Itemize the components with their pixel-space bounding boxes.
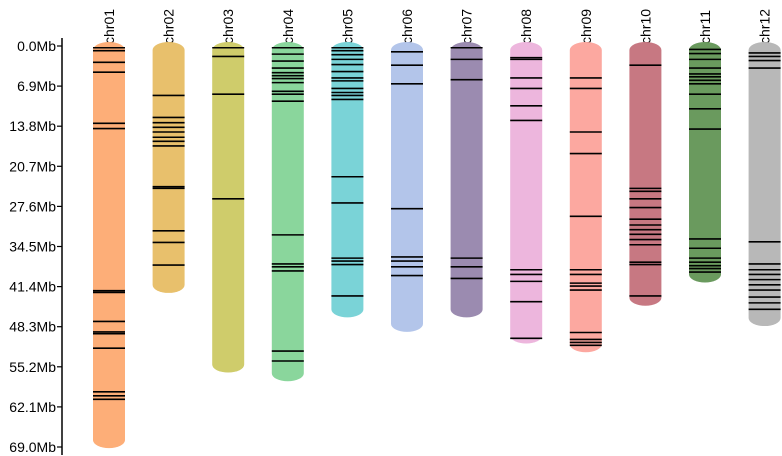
chromosome-chr03[interactable]: chr03 (212, 9, 245, 373)
chromosome-chr09[interactable]: chr09 (569, 9, 602, 353)
chromosome-chr01[interactable]: chr01 (93, 9, 125, 449)
chromosome-chr02[interactable]: chr02 (152, 9, 185, 293)
chromosome-chr11[interactable]: chr11 (689, 10, 721, 283)
chromosome-chr08[interactable]: chr08 (510, 9, 543, 344)
chromosome-bar (629, 42, 662, 306)
y-tick-label: 6.9Mb (17, 78, 56, 94)
y-tick-label: 41.4Mb (9, 279, 56, 295)
y-tick-label: 20.7Mb (9, 158, 56, 174)
chromosome-bar (510, 42, 543, 344)
chromosome-label: chr09 (578, 9, 594, 44)
chromosome-label: chr03 (220, 9, 236, 44)
chromosome-chr12[interactable]: chr12 (748, 9, 781, 327)
chromosome-bar (331, 42, 364, 318)
chromosome-chr06[interactable]: chr06 (391, 9, 423, 332)
chromosome-label: chr11 (697, 10, 713, 44)
y-tick-label: 34.5Mb (9, 239, 56, 255)
y-tick-label: 13.8Mb (9, 118, 56, 134)
y-tick-label: 69.0Mb (9, 439, 56, 455)
chromosome-bar (271, 42, 304, 382)
chromosome-label: chr06 (399, 9, 415, 44)
chromosome-label: chr04 (280, 9, 296, 44)
chromosome-label: chr05 (339, 9, 355, 44)
y-tick-label: 48.3Mb (9, 319, 56, 335)
chromosome-label: chr01 (101, 9, 117, 44)
chromosome-chr10[interactable]: chr10 (629, 9, 662, 306)
y-tick-label: 62.1Mb (9, 399, 56, 415)
y-tick-label: 55.2Mb (9, 359, 56, 375)
chromosome-label: chr12 (757, 9, 773, 44)
chromosome-bar (450, 42, 483, 318)
chromosomes: chr01 chr02 chr03 chr04 chr05 chr06 chr07 chr08… (93, 9, 781, 449)
y-axis: 0.0Mb 6.9Mb 13.8Mb 20.7Mb 27.6Mb 34.5Mb 41.4Mb… (9, 38, 63, 455)
chromosome-chr04[interactable]: chr04 (271, 9, 304, 382)
chromosome-chr05[interactable]: chr05 (331, 9, 364, 318)
y-tick-label: 0.0Mb (17, 38, 56, 54)
chromosome-bar (212, 42, 245, 373)
chromosome-label: chr07 (459, 9, 475, 44)
chromosome-bar (391, 42, 423, 332)
chromosome-label: chr08 (518, 9, 534, 44)
chromosome-bar (93, 42, 125, 449)
chromosome-label: chr10 (637, 9, 653, 44)
chromosome-bar (689, 42, 721, 283)
chromosome-label: chr02 (161, 9, 177, 44)
y-tick-label: 27.6Mb (9, 198, 56, 214)
chromosome-chr07[interactable]: chr07 (450, 9, 483, 318)
chromosome-bar (748, 42, 781, 327)
chromosome-bar (152, 42, 185, 293)
